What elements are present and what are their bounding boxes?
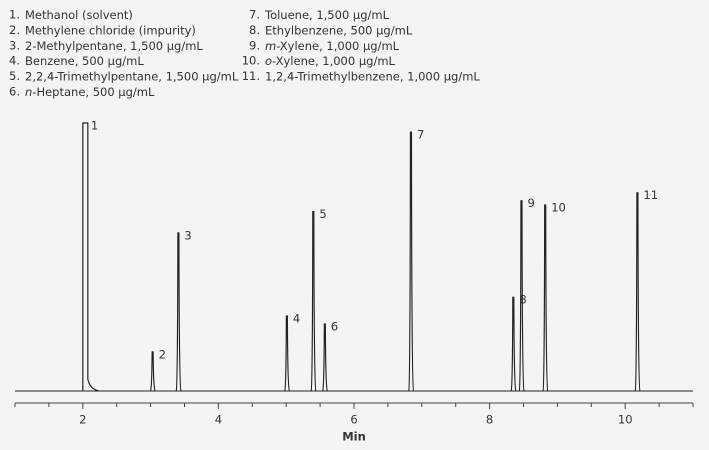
peak [408, 131, 415, 392]
x-tick-label: 4 [215, 413, 222, 427]
peak-label: 4 [293, 311, 300, 325]
legend-number: 5. [9, 69, 20, 83]
peak [518, 200, 525, 392]
legend-name: Methylene chloride (impurity) [25, 23, 196, 37]
peak [284, 315, 291, 392]
peak-label: 9 [527, 196, 534, 210]
peak-label: 1 [91, 119, 98, 133]
legend-label: n-Heptane, 500 µg/mL [25, 85, 155, 99]
legend-label: m-Xylene, 1,000 µg/mL [265, 38, 400, 52]
legend-label: Methylene chloride (impurity) [25, 23, 196, 37]
legend-label: 1,2,4-Trimethylbenzene, 1,000 µg/mL [265, 69, 480, 83]
peak [322, 323, 329, 392]
legend-name: -Xylene, 1,000 µg/mL [272, 54, 395, 68]
legend-name: -Xylene, 1,000 µg/mL [276, 38, 399, 52]
x-tick-label: 6 [350, 413, 357, 427]
legend-name: 2,2,4-Trimethylpentane, 1,500 µg/mL [25, 69, 239, 83]
legend-name: Benzene, 500 µg/mL [25, 54, 144, 68]
legend-label: o-Xylene, 1,000 µg/mL [265, 54, 396, 68]
peak [310, 210, 317, 392]
peak-label: 2 [159, 347, 166, 361]
x-axis-title: Min [342, 430, 366, 444]
legend-name: 1,2,4-Trimethylbenzene, 1,000 µg/mL [265, 69, 480, 83]
legend-name: -Heptane, 500 µg/mL [32, 85, 155, 99]
legend-label: 2-Methylpentane, 1,500 µg/mL [25, 38, 203, 52]
legend-label: Ethylbenzene, 500 µg/mL [265, 23, 413, 37]
peak-label: 3 [184, 228, 191, 242]
legend-label: Benzene, 500 µg/mL [25, 54, 144, 68]
peak-label: 10 [551, 201, 566, 215]
peak [149, 351, 156, 392]
peak-label: 8 [519, 293, 526, 307]
x-tick-label: 8 [486, 413, 493, 427]
peak [82, 122, 99, 392]
x-tick-label: 2 [79, 413, 86, 427]
legend-name: Ethylbenzene, 500 µg/mL [265, 23, 413, 37]
legend-number: 3. [9, 38, 20, 52]
legend-number: 8. [249, 23, 260, 37]
legend-number: 1. [9, 8, 20, 22]
x-tick-label: 10 [618, 413, 633, 427]
legend-number: 7. [249, 8, 260, 22]
legend-italic: m [265, 38, 276, 52]
peak-label: 7 [417, 128, 424, 142]
legend-label: Toluene, 1,500 µg/mL [264, 8, 390, 22]
peak [634, 192, 641, 392]
peak [175, 232, 182, 392]
legend-italic: o [265, 54, 272, 68]
legend-number: 9. [249, 38, 260, 52]
peak [542, 204, 549, 392]
peak [510, 296, 517, 392]
legend-number: 2. [9, 23, 20, 37]
legend-number: 10. [242, 54, 260, 68]
peak-label: 6 [331, 320, 338, 334]
legend-italic: n [25, 85, 32, 99]
legend-number: 11. [242, 69, 260, 83]
legend-label: 2,2,4-Trimethylpentane, 1,500 µg/mL [25, 69, 239, 83]
legend-label: Methanol (solvent) [25, 8, 133, 22]
legend-name: Toluene, 1,500 µg/mL [264, 8, 390, 22]
peak-label: 11 [643, 188, 658, 202]
legend-number: 4. [9, 54, 20, 68]
peak-label: 5 [319, 207, 326, 221]
legend-number: 6. [9, 85, 20, 99]
legend-name: 2-Methylpentane, 1,500 µg/mL [25, 38, 203, 52]
legend-name: Methanol (solvent) [25, 8, 133, 22]
